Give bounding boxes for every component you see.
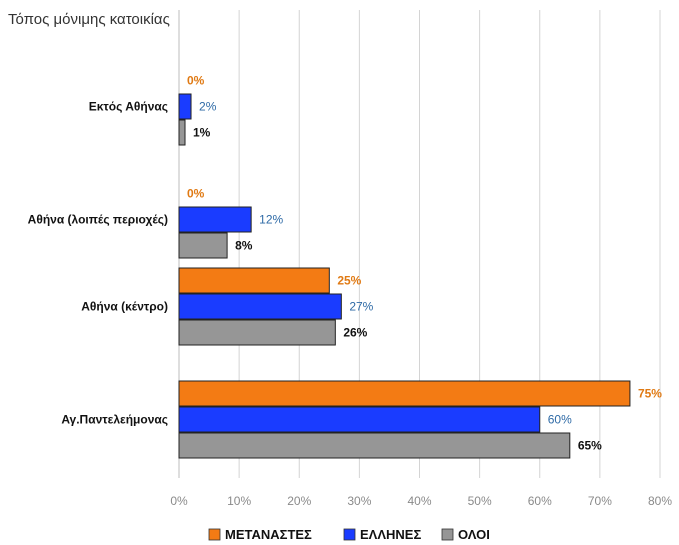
legend-swatch-greeks <box>343 528 356 541</box>
bar-all <box>178 232 228 259</box>
legend-label-migrants: ΜΕΤΑΝΑΣΤΕΣ <box>225 527 312 542</box>
bar-all <box>178 119 186 146</box>
value-label-greeks: 27% <box>349 300 373 314</box>
x-tick-label: 70% <box>588 494 612 508</box>
x-tick-label: 30% <box>347 494 371 508</box>
x-tick-label: 10% <box>227 494 251 508</box>
value-label-greeks: 2% <box>199 100 217 114</box>
value-label-all: 1% <box>193 126 211 140</box>
category-labels: Εκτός Αθήνας Αθήνα (λοιπές περιοχές) Αθή… <box>28 100 168 427</box>
category-label-athens-center: Αθήνα (κέντρο) <box>81 300 168 314</box>
value-label-all: 8% <box>235 239 253 253</box>
x-tick-label: 20% <box>287 494 311 508</box>
value-label-migrants: 25% <box>337 274 361 288</box>
value-label-migrants: 0% <box>187 74 205 88</box>
value-labels: 0% 2% 1% 0% 12% 8% 25% 27% 26% 75% 60% 65% <box>187 74 662 453</box>
bar-greeks <box>178 293 342 320</box>
x-tick-label: 40% <box>407 494 431 508</box>
value-label-greeks: 12% <box>259 213 283 227</box>
x-tick-label: 0% <box>170 494 188 508</box>
x-axis-ticks: 0% 10% 20% 30% 40% 50% 60% 70% 80% <box>170 494 672 508</box>
legend-swatch-all <box>441 528 454 541</box>
category-label-ag-panteleimonas: Αγ.Παντελεήμονας <box>61 413 168 427</box>
legend-label-greeks: ΕΛΛΗΝΕΣ <box>360 527 421 542</box>
bar-all <box>178 432 571 459</box>
category-label-outside-athens: Εκτός Αθήνας <box>89 100 168 114</box>
value-label-greeks: 60% <box>548 413 572 427</box>
x-tick-label: 60% <box>528 494 552 508</box>
bar-all <box>178 319 336 346</box>
legend: ΜΕΤΑΝΑΣΤΕΣ ΕΛΛΗΝΕΣ ΟΛΟΙ <box>208 527 490 542</box>
bar-migrants <box>178 267 330 294</box>
bar-greeks <box>178 406 541 433</box>
bar-migrants <box>178 380 631 407</box>
legend-swatch-migrants <box>208 528 221 541</box>
x-tick-label: 80% <box>648 494 672 508</box>
category-label-athens-other: Αθήνα (λοιπές περιοχές) <box>28 213 168 227</box>
bar-greeks <box>178 206 252 233</box>
value-label-migrants: 0% <box>187 187 205 201</box>
bars <box>178 93 631 459</box>
value-label-all: 26% <box>343 326 367 340</box>
legend-label-all: ΟΛΟΙ <box>458 527 490 542</box>
value-label-all: 65% <box>578 439 602 453</box>
bar-greeks <box>178 93 192 120</box>
gridlines <box>178 10 661 478</box>
x-tick-label: 50% <box>468 494 492 508</box>
chart-title: Τόπος μόνιμης κατοικίας <box>8 11 170 28</box>
value-label-migrants: 75% <box>638 387 662 401</box>
